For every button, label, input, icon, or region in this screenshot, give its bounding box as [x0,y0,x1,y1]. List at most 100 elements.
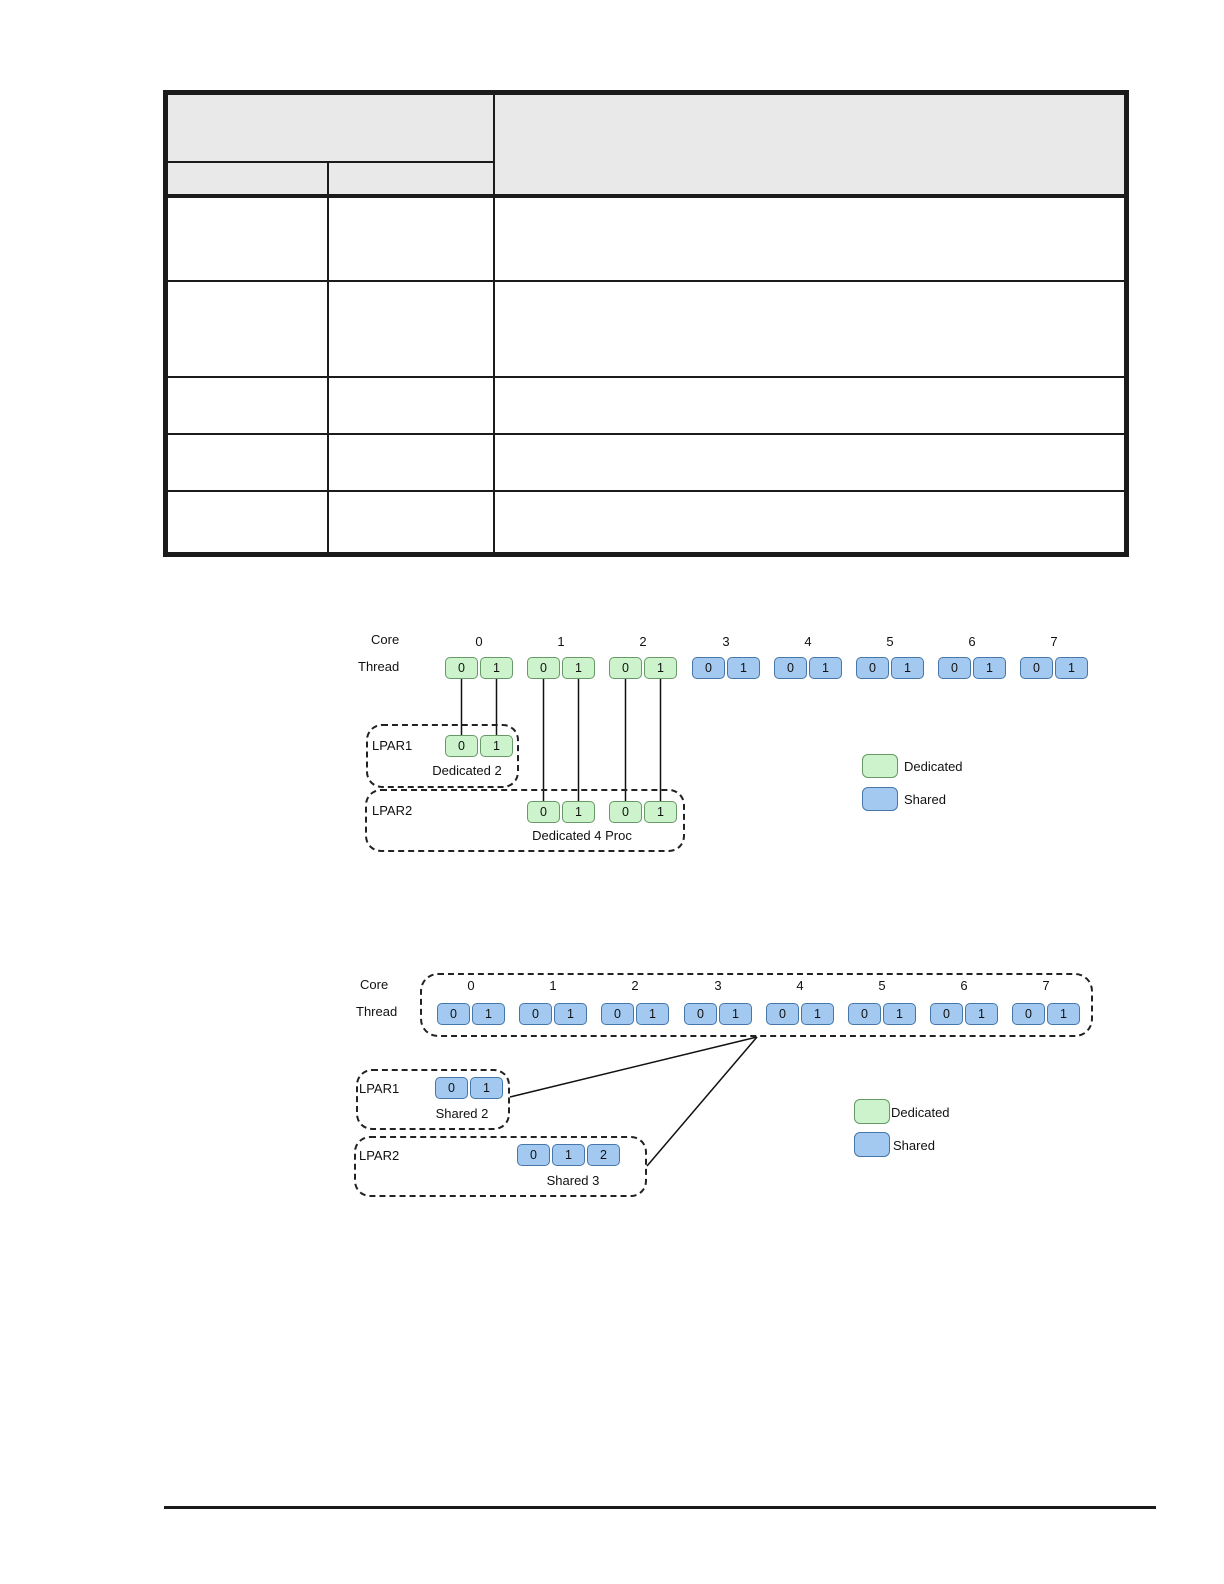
core-number: 1 [557,634,565,649]
legend-swatch-dedicated [854,1099,890,1124]
lpar2-box [354,1136,647,1197]
table [163,90,1129,557]
thread-box: 1 [727,657,760,679]
core-number: 6 [960,978,968,993]
lpar2-threads: 0 1 [609,801,677,823]
legend-label: Dedicated [904,759,963,774]
legend-swatch-shared [854,1132,890,1157]
lpar1-box [366,724,519,788]
thread-box: 0 [527,657,560,679]
thread-box: 1 [644,801,677,823]
legend-label: Shared [893,1138,935,1153]
lpar2-caption: Shared 3 [546,1173,600,1188]
lpar2-threads: 0 1 2 [517,1144,620,1166]
table-cell [167,280,329,378]
thread-box: 0 [856,657,889,679]
lpar1-caption: Shared 2 [435,1106,489,1121]
lpar2-caption: Dedicated 4 Proc [532,828,632,843]
core-number: 3 [714,978,722,993]
lpar1-box [356,1069,510,1130]
thread-box: 1 [1047,1003,1080,1025]
table-cell [493,376,1125,435]
thread-box: 0 [692,657,725,679]
thread-box: 1 [883,1003,916,1025]
thread-box: 1 [1055,657,1088,679]
core-number: 0 [467,978,475,993]
thread-box: 0 [445,657,478,679]
lpar1-threads: 0 1 [435,1077,503,1099]
lpar1-label: LPAR1 [359,1081,400,1096]
lpar2-threads: 0 1 [527,801,595,823]
footer-rule [164,1506,1156,1509]
table-header-merged-cell [167,94,495,163]
core-number: 3 [722,634,730,649]
core-number: 0 [475,634,483,649]
table-cell [493,433,1125,492]
table-cell [493,490,1125,553]
legend-swatch-dedicated [862,754,898,778]
thread-box: 0 [930,1003,963,1025]
table-cell [327,195,495,282]
thread-box: 0 [601,1003,634,1025]
thread-box: 1 [562,801,595,823]
thread-box: 1 [719,1003,752,1025]
thread-box: 1 [809,657,842,679]
core-axis-label: Core [360,977,389,992]
core-number: 2 [631,978,639,993]
thread-box: 0 [437,1003,470,1025]
thread-box: 0 [609,657,642,679]
thread-box: 1 [801,1003,834,1025]
table-cell [167,195,329,282]
thread-box: 0 [1012,1003,1045,1025]
thread-box: 1 [965,1003,998,1025]
lpar2-label: LPAR2 [359,1148,400,1163]
legend-label: Shared [904,792,946,807]
thread-box: 1 [891,657,924,679]
table-cell [327,490,495,553]
shared-pool-box [420,973,1093,1037]
table-cell [327,376,495,435]
thread-box: 1 [973,657,1006,679]
thread-axis-label: Thread [356,1004,398,1019]
thread-box: 0 [445,735,478,757]
core-number: 7 [1050,634,1058,649]
table-cell [493,280,1125,378]
table-cell [167,490,329,553]
lpar1-caption: Dedicated 2 [432,763,502,778]
thread-box: 1 [552,1144,585,1166]
core-number: 5 [878,978,886,993]
core-number: 4 [796,978,804,993]
lpar1-threads: 0 1 [445,735,513,757]
thread-box: 0 [848,1003,881,1025]
thread-box: 0 [527,801,560,823]
thread-box: 1 [554,1003,587,1025]
thread-box: 0 [519,1003,552,1025]
thread-box: 0 [684,1003,717,1025]
thread-box: 0 [1020,657,1053,679]
core-number: 4 [804,634,812,649]
table-cell [167,376,329,435]
core-number: 7 [1042,978,1050,993]
core-number: 5 [886,634,894,649]
thread-box: 1 [480,657,513,679]
table-cell [167,433,329,492]
legend-label: Dedicated [891,1105,950,1120]
core-axis-label: Core [371,632,400,647]
core-number: 2 [639,634,647,649]
thread-box: 0 [517,1144,550,1166]
